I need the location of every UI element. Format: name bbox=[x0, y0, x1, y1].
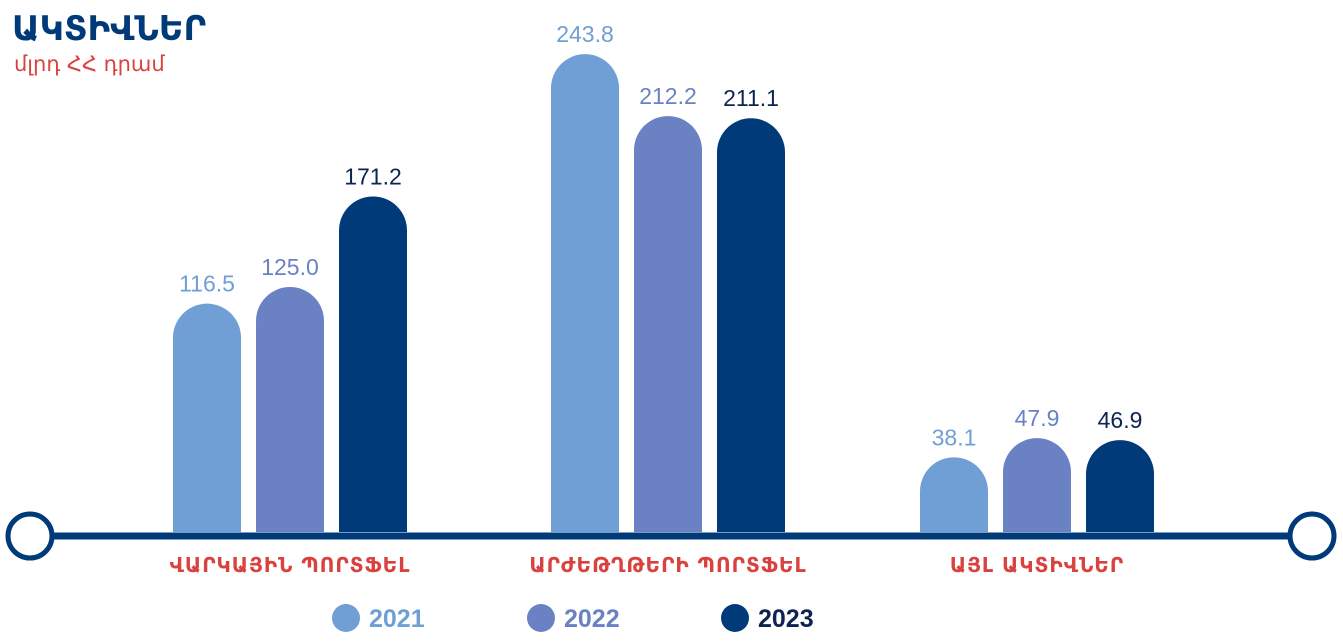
bar-2021-2 bbox=[551, 54, 619, 532]
bar-2021-1 bbox=[173, 303, 241, 532]
value-label-2023-1: 171.2 bbox=[344, 163, 402, 189]
value-label-2023-3: 46.9 bbox=[1098, 407, 1143, 433]
bar-2022-3 bbox=[1003, 438, 1071, 532]
bars-layer bbox=[173, 54, 1154, 533]
bar-2022-1 bbox=[256, 287, 324, 532]
bar-2021-3 bbox=[920, 457, 988, 532]
value-label-2021-1: 116.5 bbox=[179, 271, 235, 297]
legend-swatch-2023 bbox=[721, 604, 749, 632]
category-label-2: ԱՐԺԵԹՂԹԵՐԻ ՊՈՐՏՖԵԼ bbox=[529, 553, 806, 577]
bar-2023-1 bbox=[339, 196, 407, 532]
legend-label-2023: 2023 bbox=[758, 605, 814, 633]
value-label-2021-2: 243.8 bbox=[556, 21, 614, 47]
legend-swatch-2021 bbox=[332, 604, 360, 632]
value-label-2023-2: 211.1 bbox=[723, 85, 779, 111]
axis-right-end-circle bbox=[1287, 511, 1337, 561]
value-label-2022-2: 212.2 bbox=[639, 83, 697, 109]
bar-2022-2 bbox=[634, 116, 702, 532]
value-label-2021-3: 38.1 bbox=[932, 424, 977, 450]
category-label-1: ՎԱՐԿԱՅԻՆ ՊՈՐՏՖԵԼ bbox=[170, 553, 411, 577]
chart-subtitle: մլրդ ՀՀ դրամ bbox=[14, 52, 165, 76]
category-label-3: ԱՅԼ ԱԿՏԻՎՆԵՐ bbox=[950, 553, 1124, 577]
bar-2023-2 bbox=[717, 118, 785, 533]
legend-label-2021: 2021 bbox=[369, 605, 425, 633]
value-label-2022-3: 47.9 bbox=[1015, 405, 1060, 431]
category-labels-layer: ՎԱՐԿԱՅԻՆ ՊՈՐՏՖԵԼ ԱՐԺԵԹՂԹԵՐԻ ՊՈՐՏՖԵԼ ԱՅԼ ԱԿ… bbox=[170, 553, 1124, 577]
legend: 2021 2022 2023 bbox=[332, 604, 814, 633]
value-labels-layer: 116.5 125.0 171.2 243.8 212.2 211.1 38.1 47.9 46… bbox=[179, 21, 1142, 450]
legend-label-2022: 2022 bbox=[564, 605, 620, 633]
value-label-2022-1: 125.0 bbox=[261, 254, 319, 280]
legend-swatch-2022 bbox=[527, 604, 555, 632]
chart-title: ԱԿՏԻՎՆԵՐ bbox=[12, 9, 207, 49]
axis-left-end-circle bbox=[5, 511, 55, 561]
bar-2023-3 bbox=[1086, 440, 1154, 532]
axis-layer bbox=[5, 511, 1337, 561]
